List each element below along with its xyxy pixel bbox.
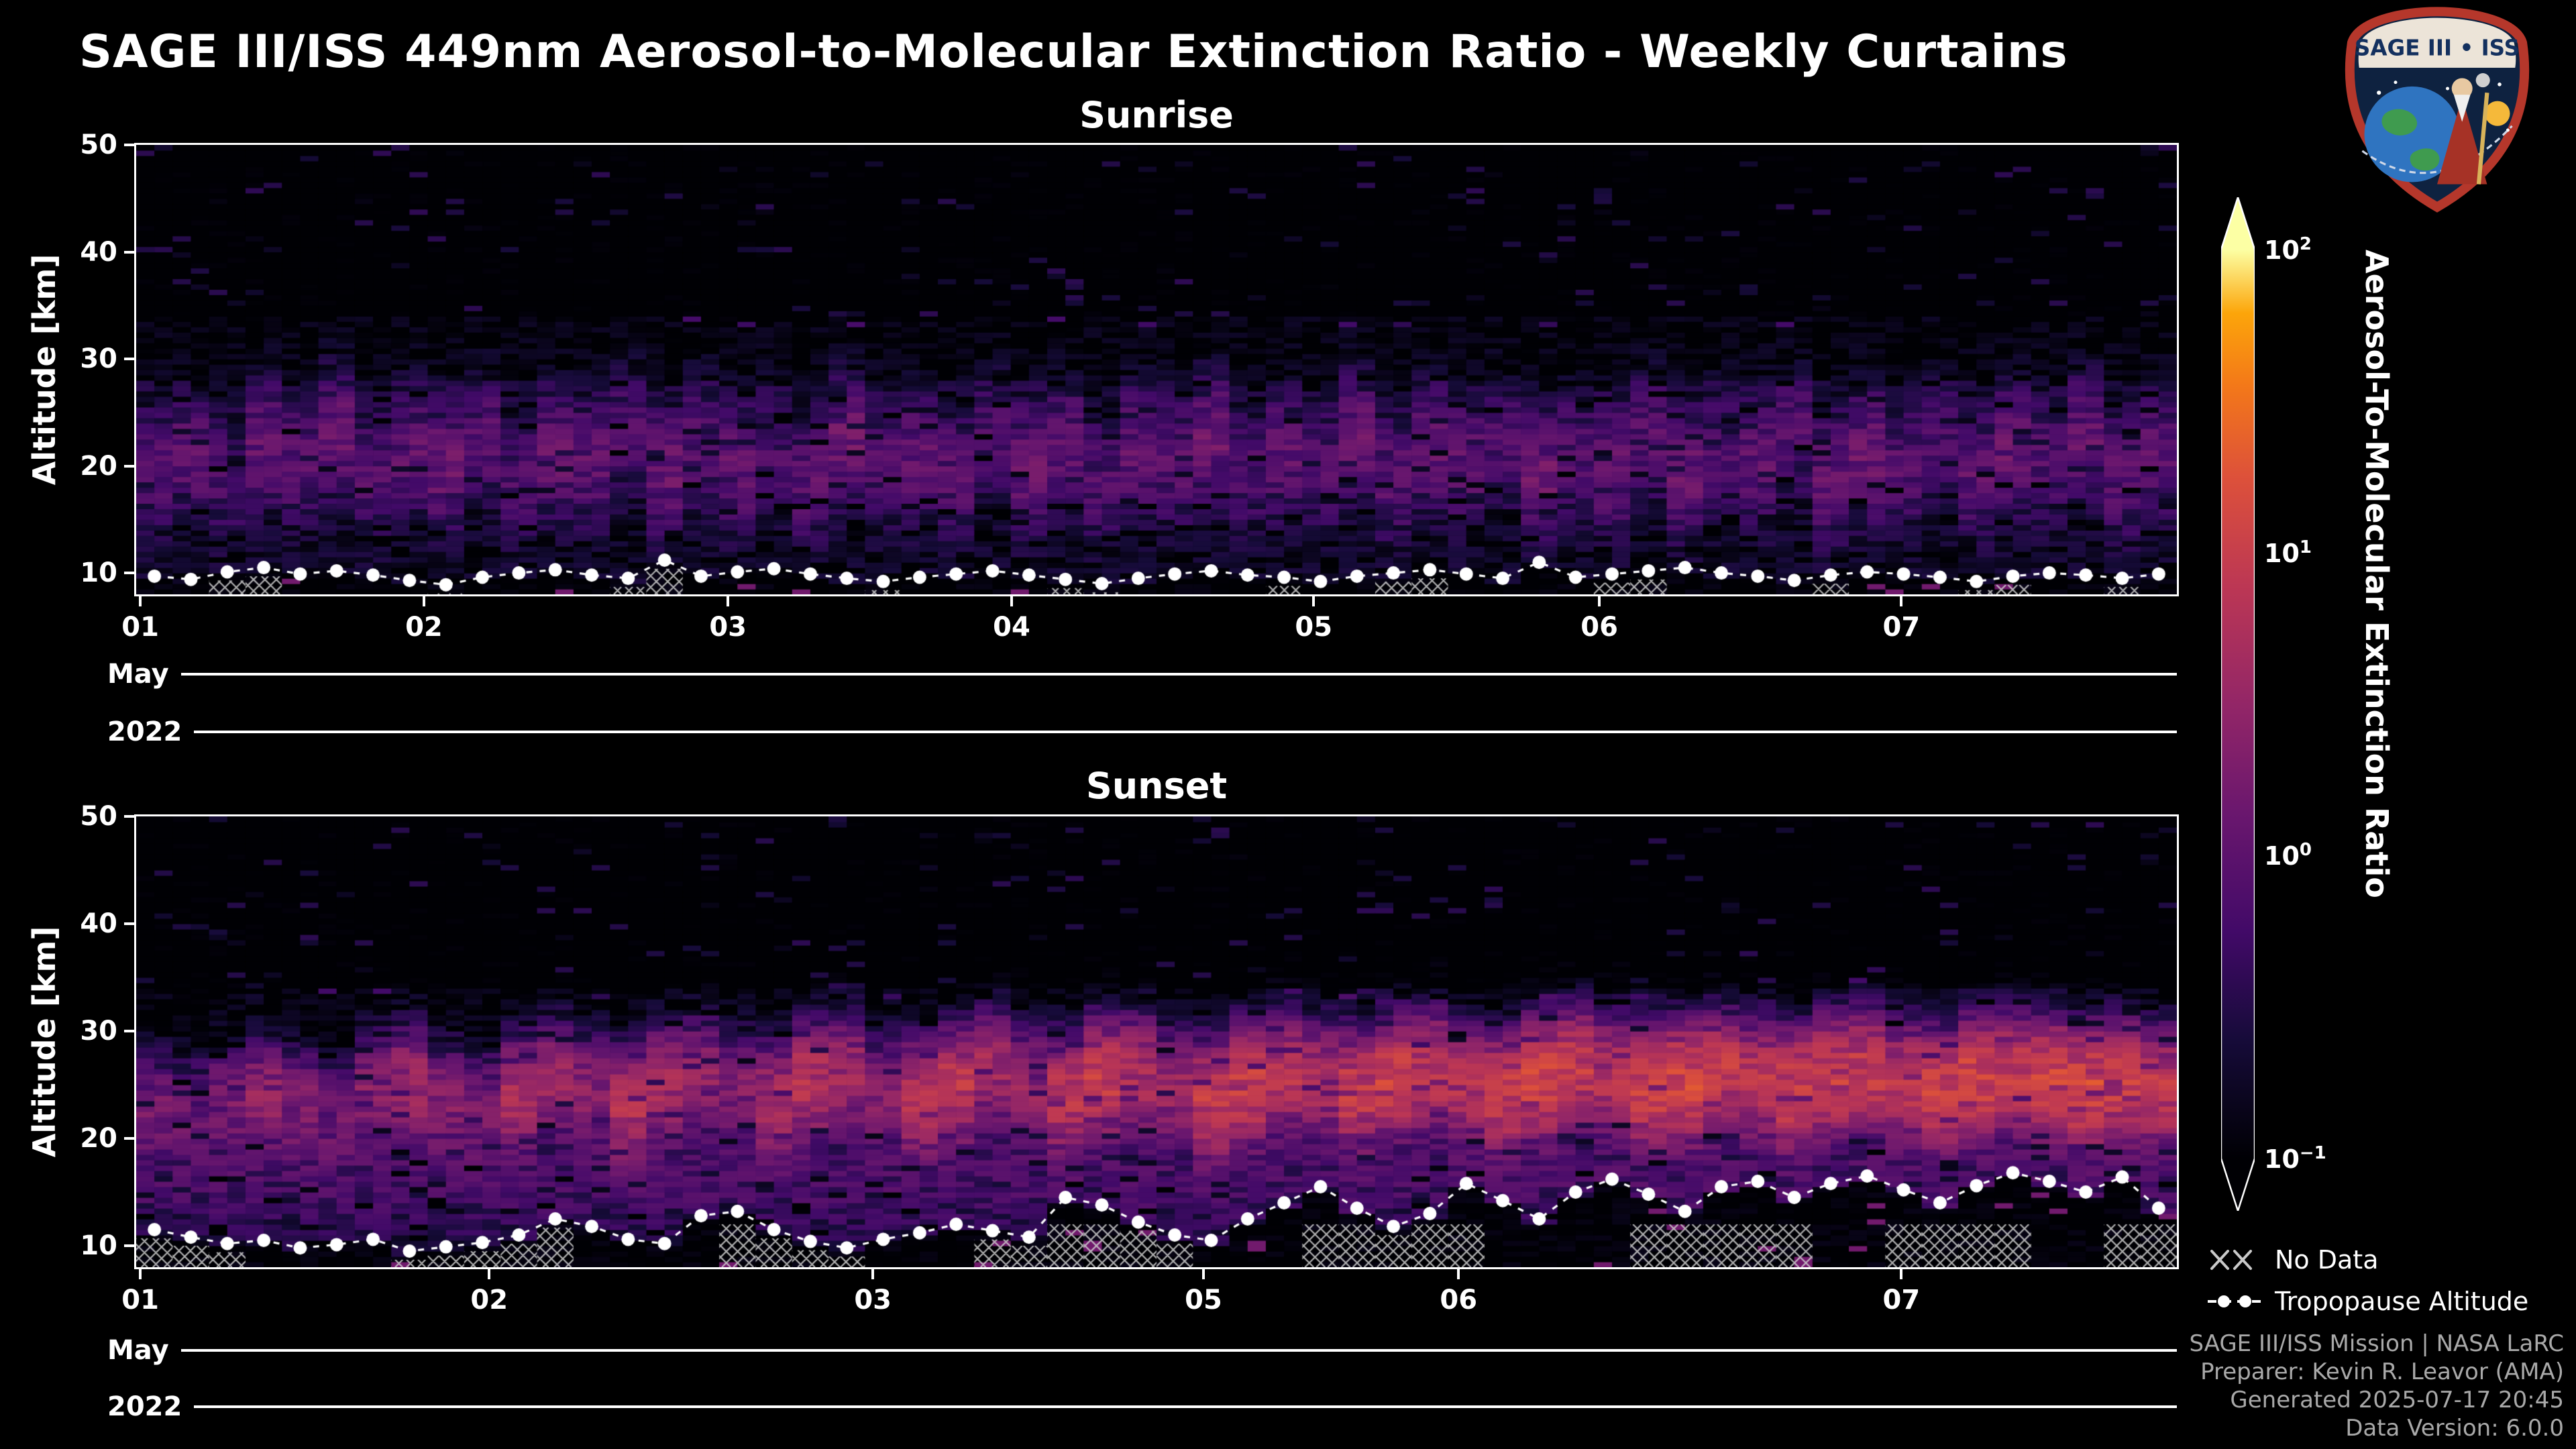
x-tick-mark	[1312, 594, 1316, 606]
figure-title: SAGE III/ISS 449nm Aerosol-to-Molecular …	[79, 25, 2068, 78]
sunset-year-label: 2022	[107, 1391, 182, 1422]
x-tick-label: 07	[1882, 1285, 1921, 1316]
x-tick-mark	[1900, 1267, 1903, 1279]
x-tick-mark	[1457, 1267, 1460, 1279]
sunset-month-row: May	[107, 1335, 2177, 1366]
sunset-y-axis-ticks: 10 20 30 40 50	[60, 801, 136, 1267]
y-tick-label: 30	[80, 343, 117, 375]
y-tick-label: 10	[80, 1230, 117, 1261]
sunset-month-label: May	[107, 1335, 169, 1366]
month-separator-line	[180, 673, 2177, 676]
y-tick-mark	[124, 1244, 136, 1247]
colorbar-gradient	[2221, 250, 2255, 1159]
colorbar-bottom-arrow	[2221, 1159, 2255, 1211]
colorbar-axis-label: Aerosol-To-Molecular Extinction Ratio	[2359, 250, 2395, 898]
wizard-figure	[2437, 97, 2487, 184]
y-tick-mark	[124, 250, 136, 254]
colorbar-top-arrow	[2221, 197, 2255, 250]
x-tick-mark	[422, 594, 425, 606]
x-tick-label: 02	[405, 612, 443, 643]
year-separator-line	[194, 731, 2177, 733]
x-tick-label: 01	[121, 1285, 159, 1316]
colorbar-tick-label: 100	[2264, 840, 2312, 871]
y-tick-label: 40	[80, 908, 117, 939]
tropopause-label: Tropopause Altitude	[2275, 1287, 2529, 1316]
x-tick-mark	[488, 1267, 491, 1279]
colorbar-tick-label: 10−1	[2264, 1143, 2326, 1174]
x-tick-label: 05	[1295, 612, 1333, 643]
x-tick-mark	[727, 594, 730, 606]
x-tick-label: 05	[1185, 1285, 1222, 1316]
month-separator-line	[180, 1349, 2177, 1352]
sunrise-year-label: 2022	[107, 716, 182, 747]
sun-icon	[2485, 101, 2510, 126]
x-tick-label: 07	[1882, 612, 1921, 643]
sunset-heatmap-plot	[134, 814, 2179, 1269]
logo-text: SAGE III • ISS	[2355, 35, 2520, 60]
footer-credits: SAGE III/ISS Mission | NASA LaRC Prepare…	[2189, 1330, 2564, 1442]
x-tick-mark	[1900, 594, 1903, 606]
footer-line-mission: SAGE III/ISS Mission | NASA LaRC	[2189, 1330, 2564, 1357]
footer-line-generated: Generated 2025-07-17 20:45	[2230, 1387, 2564, 1413]
y-tick-mark	[124, 815, 136, 818]
sunset-heatmap-canvas	[136, 816, 2177, 1267]
colorbar	[2221, 197, 2255, 1211]
y-tick-mark	[124, 358, 136, 361]
y-tick-mark	[124, 922, 136, 925]
y-tick-mark	[124, 464, 136, 468]
x-tick-label: 02	[470, 1285, 508, 1316]
mission-logo: SAGE III • ISS	[2345, 7, 2530, 213]
y-tick-label: 50	[80, 801, 117, 832]
sunset-panel-title: Sunset	[1085, 765, 1228, 807]
y-tick-label: 40	[80, 236, 117, 268]
y-tick-label: 20	[80, 1123, 117, 1154]
sunrise-month-row: May	[107, 659, 2177, 690]
x-tick-mark	[871, 1267, 875, 1279]
y-tick-mark	[124, 144, 136, 146]
legend-no-data: No Data	[2206, 1245, 2528, 1275]
x-tick-label: 06	[1440, 1285, 1478, 1316]
x-tick-label: 04	[993, 612, 1030, 643]
legend-tropopause: Tropopause Altitude	[2206, 1287, 2528, 1316]
sunrise-panel-title: Sunrise	[1079, 94, 1234, 136]
y-tick-label: 10	[80, 557, 117, 589]
y-tick-label: 30	[80, 1016, 117, 1046]
sunrise-heatmap-plot	[134, 143, 2179, 596]
sunset-x-axis-ticks: 01 02 03 05 06 07	[121, 1267, 2177, 1328]
sunrise-y-axis-label: Altitude [km]	[26, 254, 62, 486]
sunrise-month-label: May	[107, 659, 169, 690]
y-tick-label: 50	[80, 129, 117, 160]
y-tick-mark	[124, 1030, 136, 1032]
moon-icon	[2475, 73, 2490, 88]
no-data-hatch-icon	[2210, 1250, 2252, 1270]
sunrise-heatmap-canvas	[136, 145, 2177, 594]
y-tick-mark	[124, 572, 136, 575]
x-tick-label: 03	[709, 612, 747, 643]
sunset-year-row: 2022	[107, 1391, 2177, 1422]
x-tick-mark	[1598, 594, 1601, 606]
colorbar-tick-label: 101	[2264, 537, 2312, 568]
x-tick-label: 01	[121, 612, 159, 643]
sunrise-year-row: 2022	[107, 716, 2177, 747]
x-tick-mark	[139, 1267, 142, 1279]
footer-line-version: Data Version: 6.0.0	[2345, 1415, 2564, 1442]
y-tick-label: 20	[80, 450, 117, 482]
legend: No Data Tropopause Altitude	[2206, 1245, 2528, 1316]
tropopause-marker-icon	[2208, 1295, 2261, 1307]
year-separator-line	[194, 1405, 2177, 1408]
sunrise-y-axis-ticks: 10 20 30 40 50	[60, 129, 136, 594]
y-tick-mark	[124, 1137, 136, 1140]
x-tick-mark	[139, 594, 142, 606]
x-tick-label: 06	[1580, 612, 1618, 643]
x-tick-mark	[1201, 1267, 1205, 1279]
no-data-label: No Data	[2275, 1245, 2379, 1275]
footer-line-preparer: Preparer: Kevin R. Leavor (AMA)	[2200, 1358, 2564, 1385]
colorbar-tick-label: 102	[2264, 234, 2312, 265]
sunset-y-axis-label: Altitude [km]	[26, 926, 62, 1158]
x-tick-mark	[1010, 594, 1014, 606]
x-tick-label: 03	[854, 1285, 892, 1316]
sunrise-x-axis-ticks: 01 02 03 04 05 06 07	[121, 594, 2177, 655]
